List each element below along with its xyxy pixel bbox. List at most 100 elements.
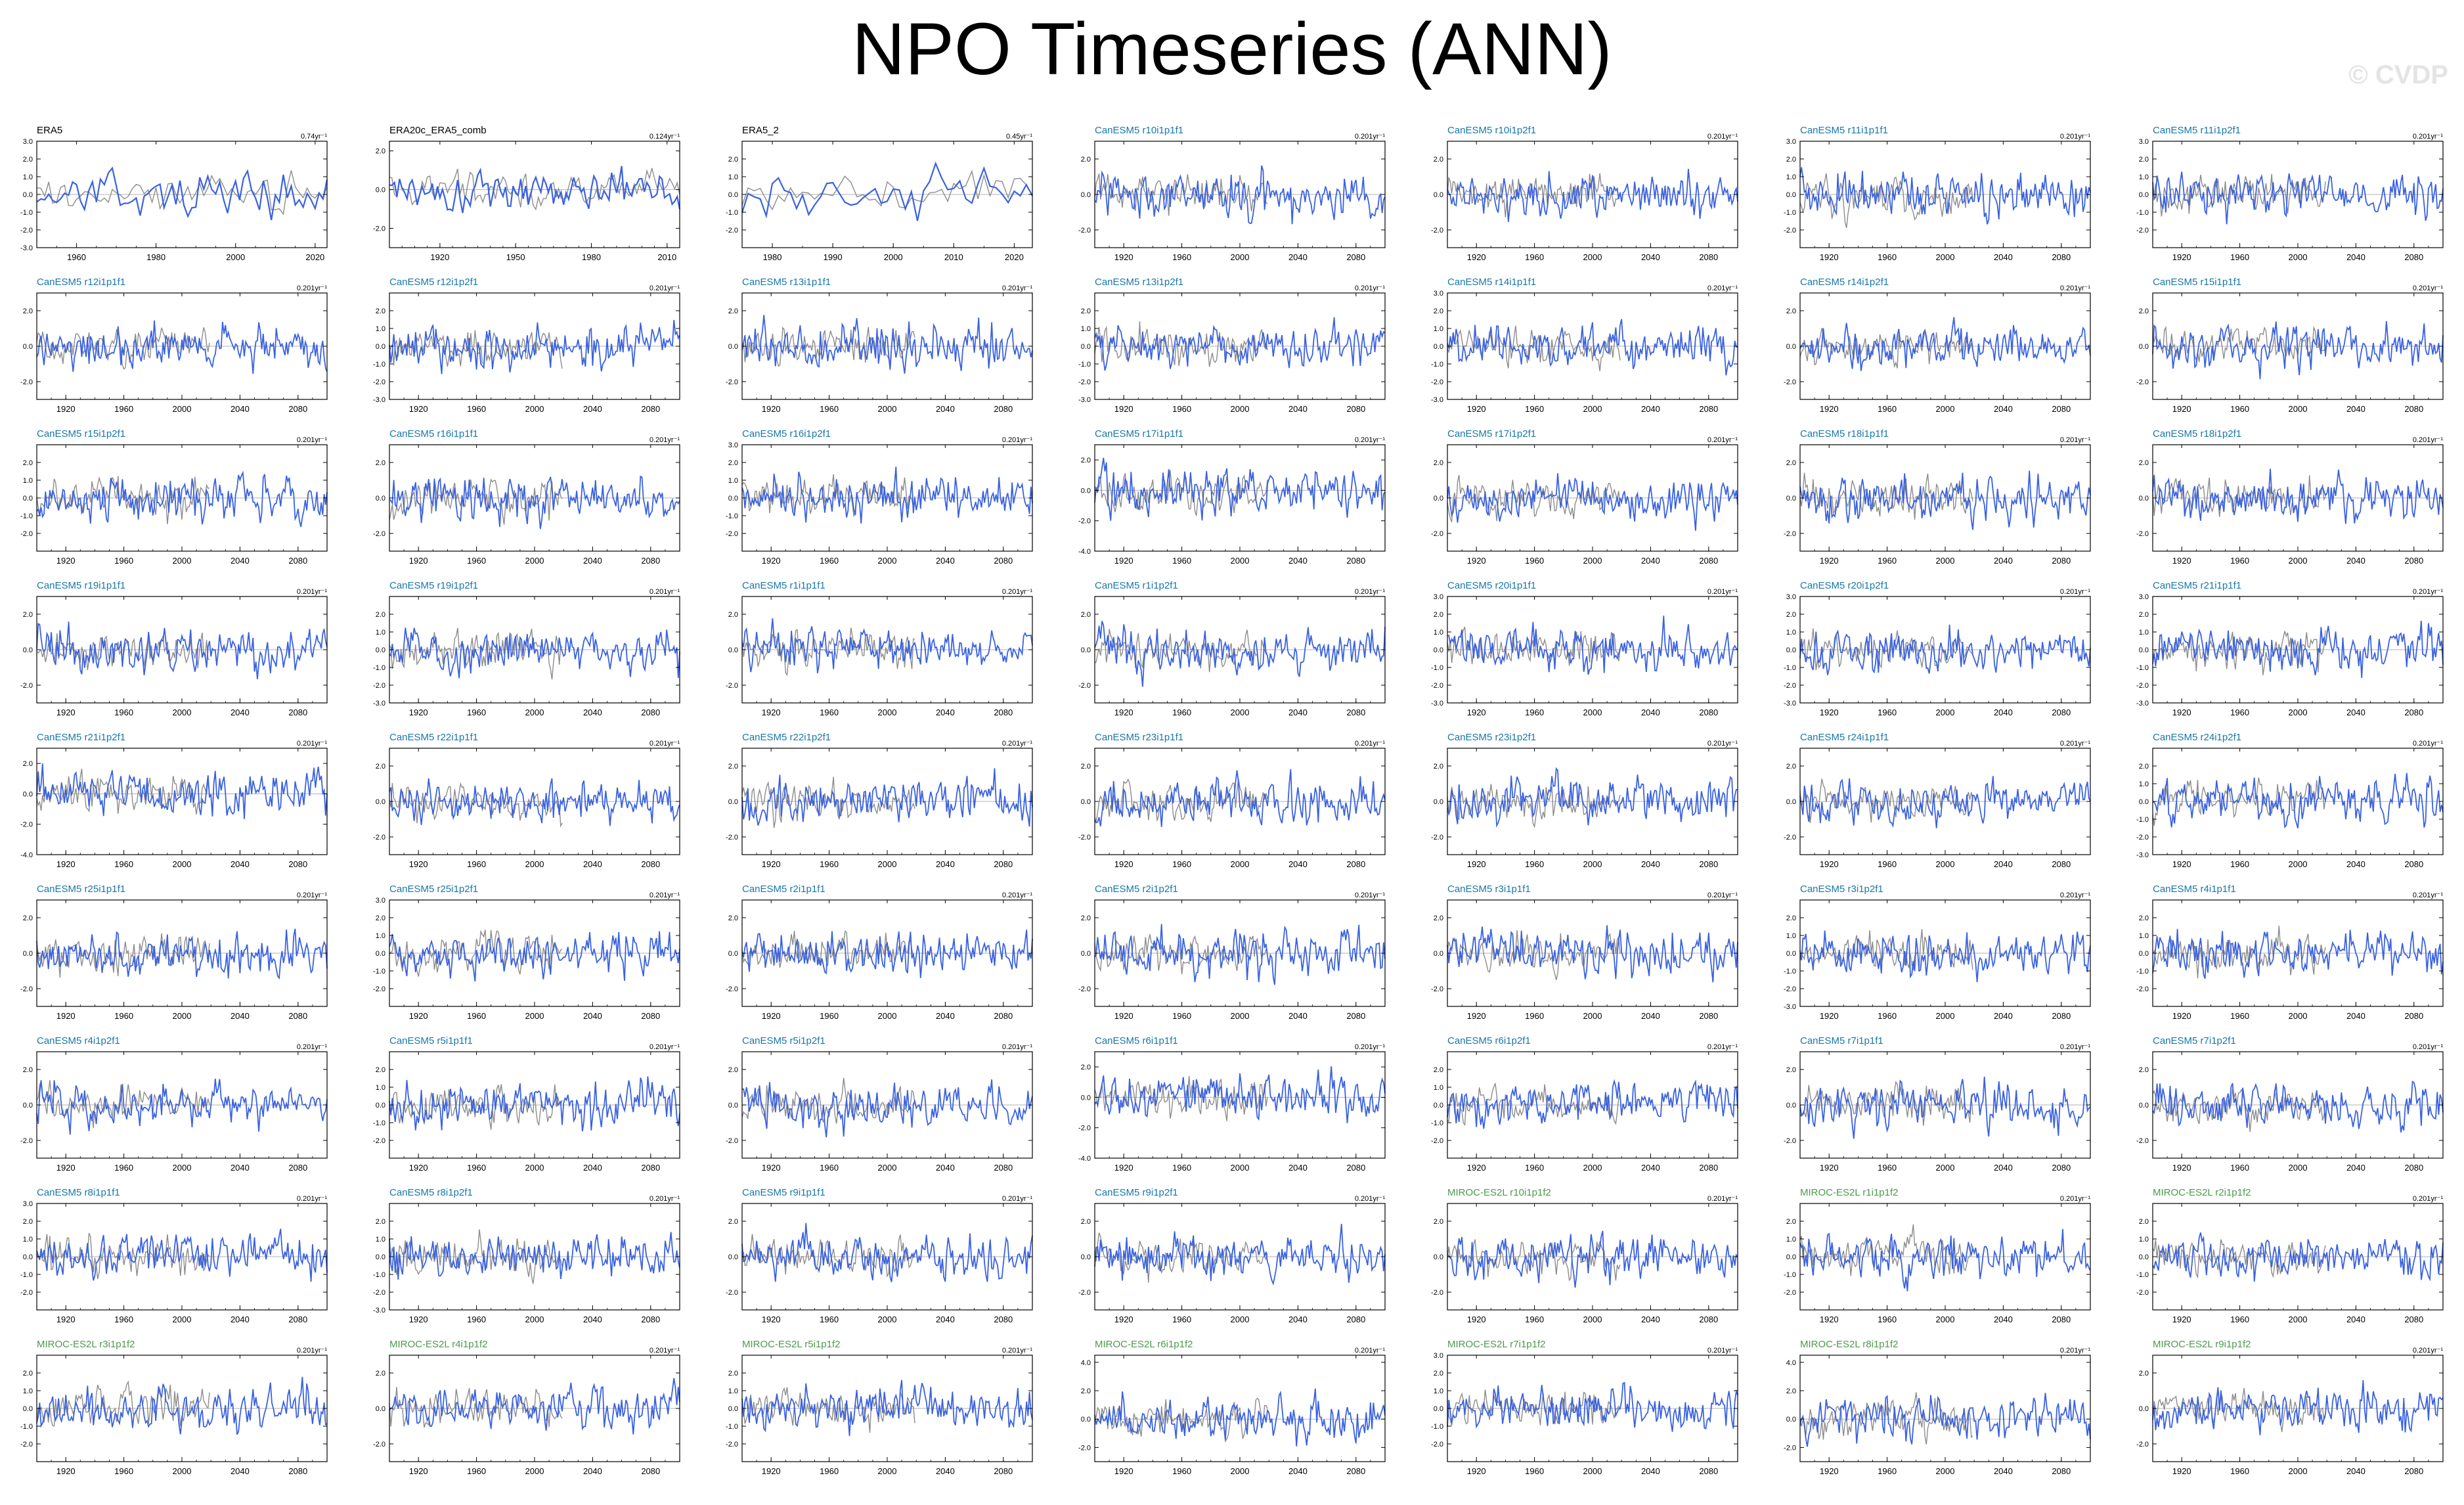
- page-title: NPO Timeseries (ANN): [852, 8, 1612, 90]
- x-tick-label: 1920: [1467, 1163, 1486, 1173]
- trend-label: 0.201yr⁻¹: [2060, 1043, 2090, 1051]
- x-tick-label: 2040: [1288, 1466, 1308, 1476]
- trend-label: 0.201yr⁻¹: [649, 284, 680, 292]
- y-tick-label: 0.0: [23, 950, 33, 958]
- reference-series-line: [36, 1080, 210, 1128]
- x-tick-label: 2040: [1994, 1011, 2013, 1021]
- y-tick-label: 0.0: [1786, 950, 1796, 958]
- y-tick-label: 2.0: [2139, 914, 2149, 922]
- x-tick-label: 1920: [762, 404, 781, 414]
- timeseries-panel: CanESM5 r17i1p1f1 0.201yr⁻¹ -4.0 -2.0 0.0 2.0…: [1078, 428, 1386, 566]
- x-tick-label: 2040: [1641, 1314, 1660, 1324]
- timeseries-panel: CanESM5 r13i1p1f1 0.201yr⁻¹ -2.0 0.0 2.0 1920…: [726, 277, 1033, 414]
- trend-label: 0.201yr⁻¹: [297, 891, 327, 899]
- y-tick-label: 0.0: [2139, 646, 2149, 654]
- x-tick-label: 1920: [1114, 556, 1133, 566]
- timeseries-panel: CanESM5 r19i1p1f1 0.201yr⁻¹ -2.0 0.0 2.0 1920…: [20, 580, 328, 717]
- x-tick-label: 2040: [1641, 1011, 1660, 1021]
- y-tick-label: 0.0: [1786, 1102, 1796, 1110]
- x-tick-label: 2040: [936, 404, 955, 414]
- trend-label: 0.201yr⁻¹: [297, 436, 327, 444]
- x-tick-label: 2080: [1699, 859, 1718, 869]
- x-tick-label: 2010: [944, 252, 963, 262]
- x-tick-label: 1920: [1820, 859, 1839, 869]
- x-tick-label: 1960: [114, 404, 133, 414]
- x-tick-label: 2080: [2052, 404, 2071, 414]
- panel-title: CanESM5 r15i1p1f1: [2153, 277, 2241, 288]
- x-tick-label: 1960: [1525, 859, 1544, 869]
- x-tick-label: 2080: [641, 1163, 660, 1173]
- x-tick-label: 1960: [2230, 252, 2249, 262]
- x-tick-label: 2000: [226, 252, 245, 262]
- y-tick-label: 2.0: [1434, 307, 1443, 315]
- y-tick-label: 3.0: [728, 441, 738, 449]
- y-tick-label: -3.0: [2136, 700, 2149, 708]
- x-tick-label: 2040: [1641, 1466, 1660, 1476]
- y-tick-label: 0.0: [1081, 1094, 1091, 1102]
- y-tick-label: -2.0: [373, 378, 385, 386]
- y-tick-label: -2.0: [2136, 985, 2149, 993]
- y-tick-label: -2.0: [2136, 834, 2149, 842]
- panel-title: CanESM5 r12i1p2f1: [389, 277, 478, 288]
- model-series-line: [1799, 624, 2091, 675]
- trend-label: 0.201yr⁻¹: [1002, 588, 1032, 596]
- y-tick-label: -2.0: [1784, 1444, 1796, 1452]
- trend-label: 0.201yr⁻¹: [1355, 436, 1385, 444]
- reference-series-line: [36, 170, 328, 215]
- y-tick-label: -2.0: [1431, 530, 1443, 538]
- model-series-line: [741, 618, 1033, 673]
- x-tick-label: 2080: [1346, 1163, 1365, 1173]
- reference-series-line: [2152, 325, 2326, 363]
- x-tick-label: 1960: [820, 859, 839, 869]
- y-tick-label: 1.0: [1434, 1387, 1443, 1395]
- y-tick-label: -2.0: [726, 378, 738, 386]
- trend-label: 0.201yr⁻¹: [1355, 1043, 1385, 1051]
- x-tick-label: 1960: [1172, 708, 1191, 717]
- trend-label: 0.201yr⁻¹: [2060, 1347, 2090, 1355]
- y-tick-label: -2.0: [373, 682, 385, 690]
- timeseries-panel: CanESM5 r4i1p1f1 0.201yr⁻¹ -2.0 -1.0 0.0 1.0 2…: [2136, 884, 2444, 1021]
- panel-title: CanESM5 r22i1p2f1: [742, 732, 831, 743]
- x-tick-label: 2000: [1583, 708, 1602, 717]
- x-tick-label: 2000: [1231, 252, 1250, 262]
- x-tick-label: 2000: [878, 556, 897, 566]
- y-tick-label: -2.0: [1784, 834, 1796, 842]
- y-tick-label: 0.0: [376, 187, 385, 194]
- reference-series-line: [389, 1229, 563, 1284]
- x-tick-label: 2080: [1699, 404, 1718, 414]
- x-tick-label: 1920: [56, 708, 76, 717]
- x-tick-label: 2040: [231, 859, 250, 869]
- model-series-line: [2152, 321, 2444, 380]
- y-tick-label: -1.0: [373, 1271, 385, 1279]
- y-tick-label: -2.0: [373, 834, 385, 842]
- x-tick-label: 1960: [467, 1466, 486, 1476]
- reference-series-line: [2152, 173, 2326, 217]
- trend-label: 0.201yr⁻¹: [1355, 891, 1385, 899]
- timeseries-panel: CanESM5 r2i1p1f1 0.201yr⁻¹ -2.0 0.0 2.0 1920 1…: [726, 884, 1033, 1021]
- y-tick-label: 0.0: [728, 798, 738, 806]
- y-tick-label: 0.0: [376, 950, 385, 958]
- trend-label: 0.201yr⁻¹: [1355, 133, 1385, 141]
- x-tick-label: 2000: [173, 859, 192, 869]
- panel-title: MIROC-ES2L r4i1p1f2: [389, 1339, 488, 1350]
- panel-title: MIROC-ES2L r3i1p1f2: [37, 1339, 135, 1350]
- x-tick-label: 1920: [1114, 1314, 1133, 1324]
- panel-title: CanESM5 r16i1p1f1: [389, 428, 478, 439]
- y-tick-label: 2.0: [2139, 611, 2149, 619]
- x-tick-label: 2080: [641, 556, 660, 566]
- panel-title: CanESM5 r22i1p1f1: [389, 732, 478, 743]
- model-series-line: [36, 1228, 328, 1282]
- y-tick-label: 2.0: [728, 1066, 738, 1074]
- y-tick-label: 2.0: [23, 156, 33, 164]
- x-tick-label: 1960: [1878, 708, 1897, 717]
- y-tick-label: -3.0: [1784, 1003, 1796, 1011]
- x-tick-label: 2080: [1346, 1466, 1365, 1476]
- y-tick-label: 0.0: [1786, 646, 1796, 654]
- x-tick-label: 2040: [1288, 252, 1308, 262]
- y-tick-label: 0.0: [728, 1253, 738, 1261]
- y-tick-label: -2.0: [1784, 985, 1796, 993]
- y-tick-label: -2.0: [726, 227, 738, 235]
- y-tick-label: -2.0: [373, 1289, 385, 1297]
- y-tick-label: 0.0: [1434, 1102, 1443, 1110]
- x-tick-label: 1920: [1820, 708, 1839, 717]
